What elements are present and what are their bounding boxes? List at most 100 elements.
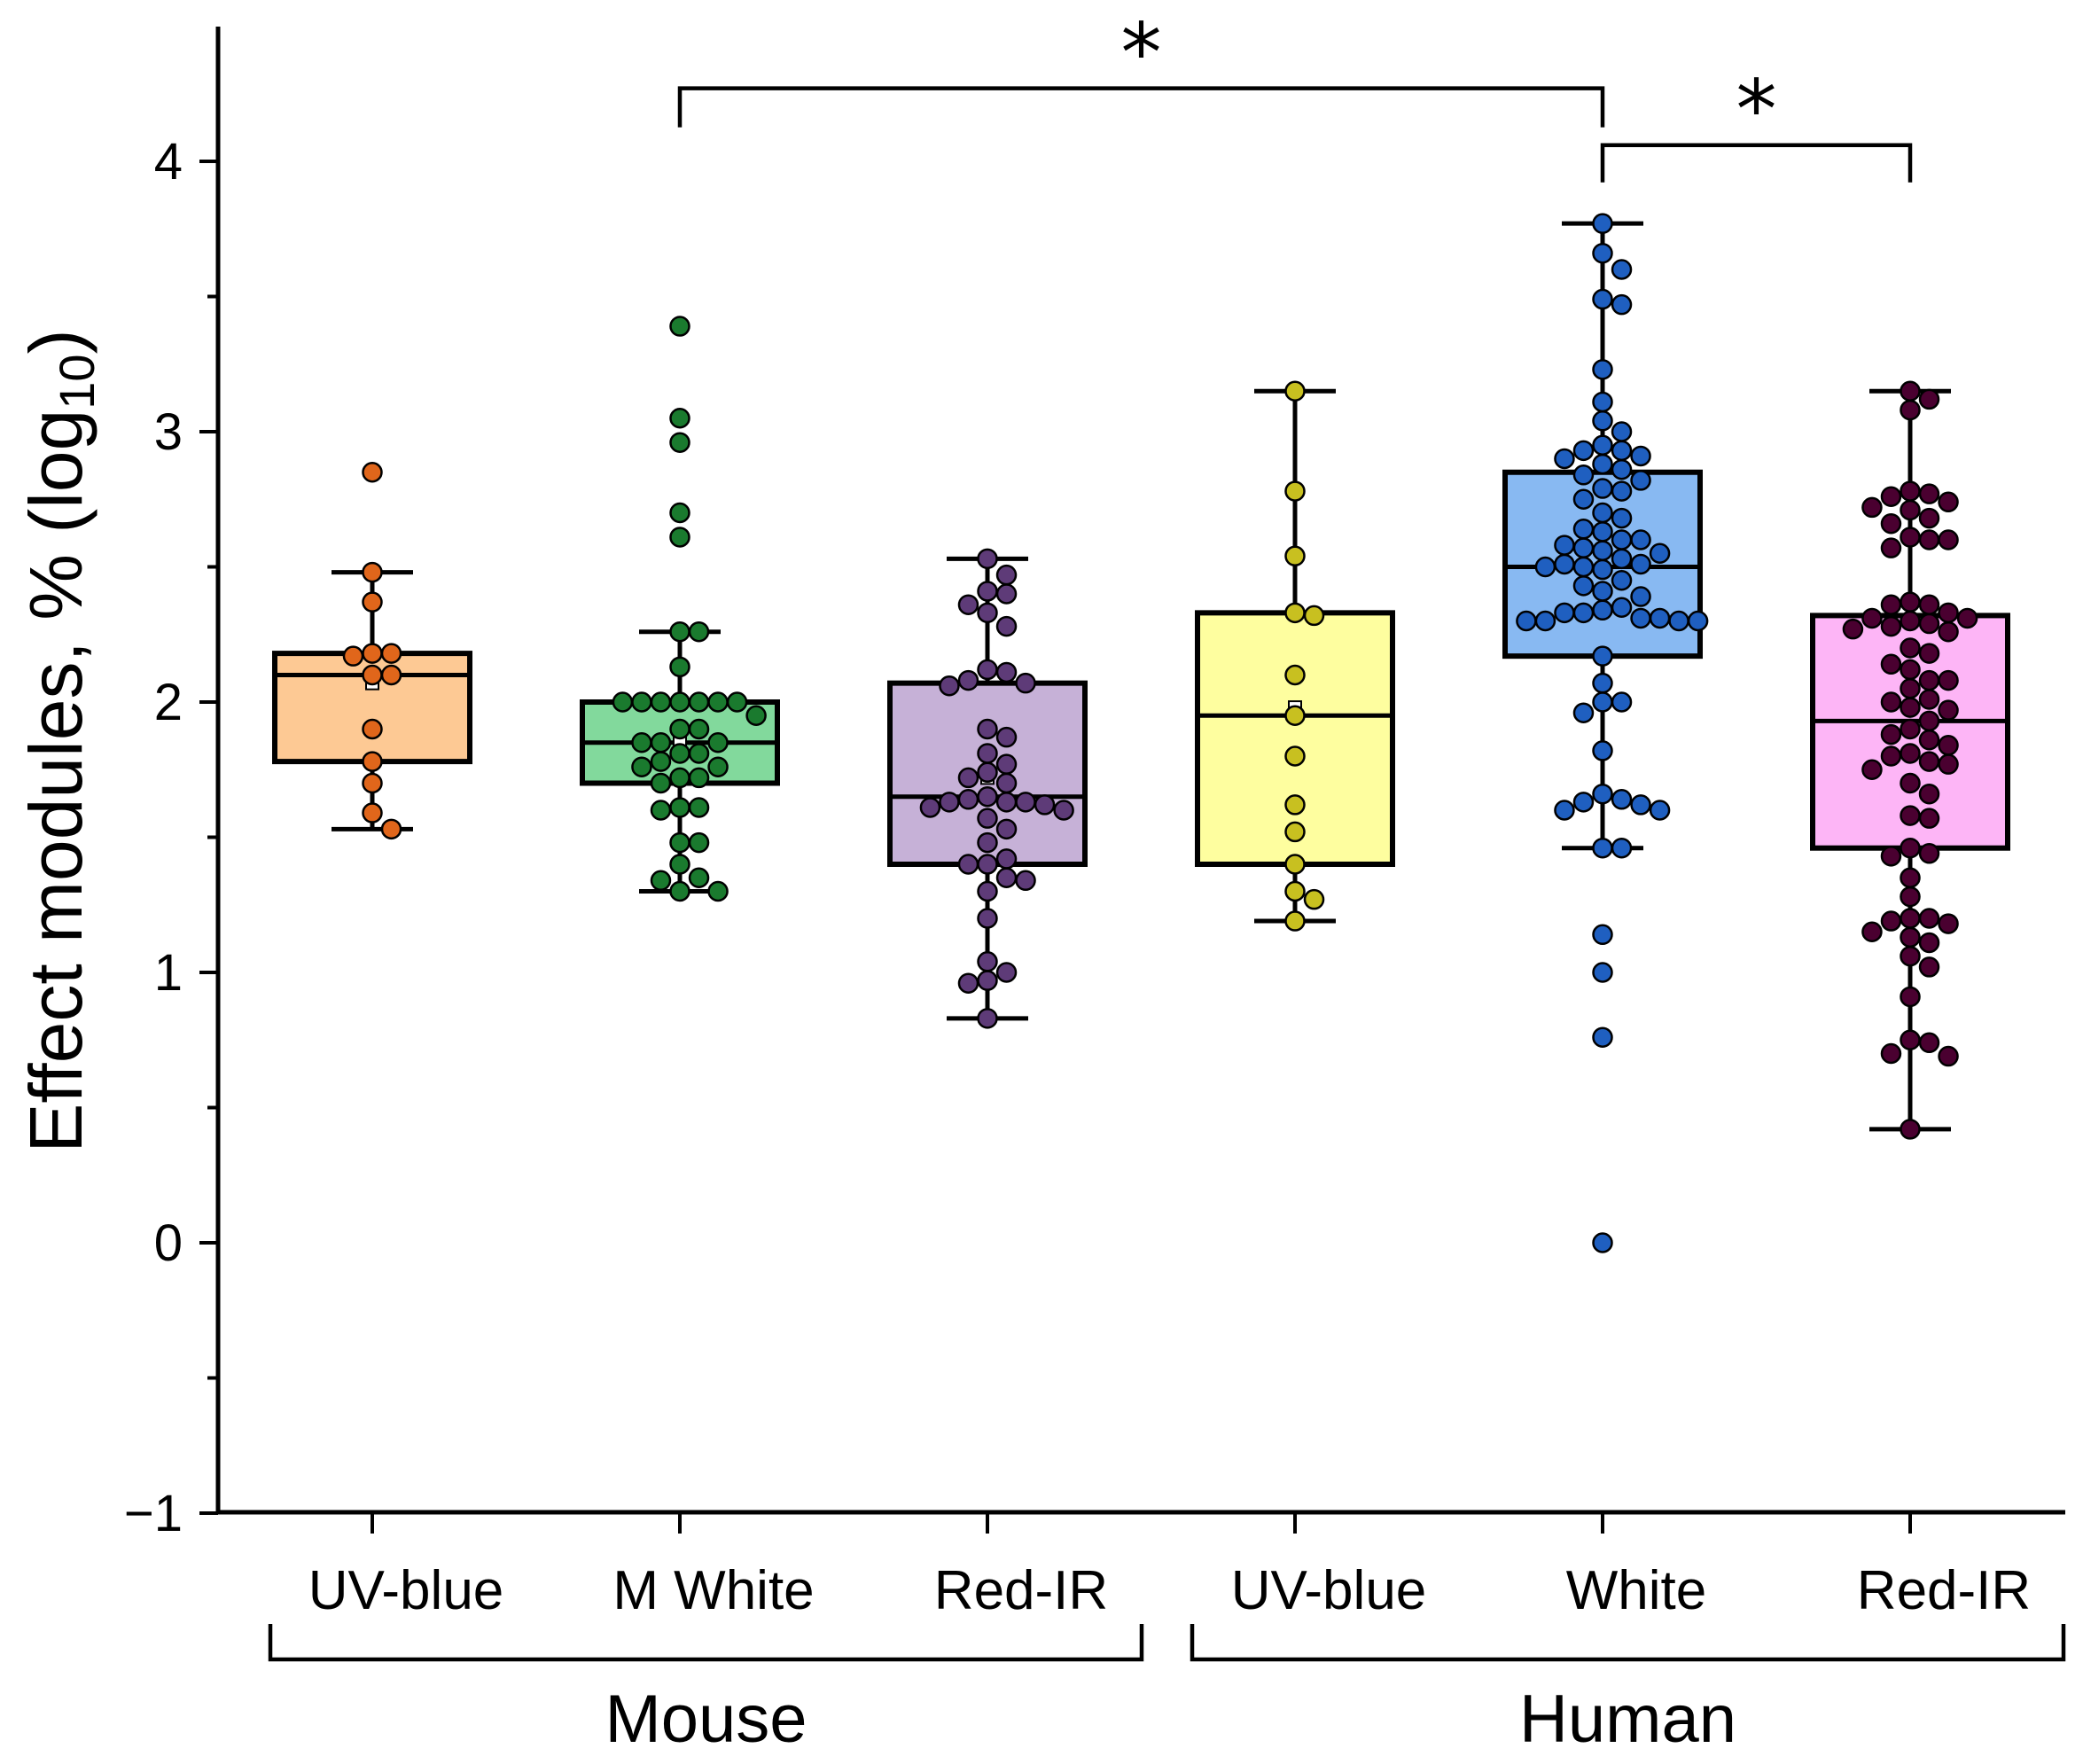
data-point	[1592, 1232, 1613, 1253]
data-point	[1592, 521, 1613, 542]
data-point	[342, 645, 364, 667]
data-point	[362, 462, 383, 483]
data-point	[1592, 837, 1613, 859]
data-point	[1938, 491, 1959, 513]
data-point	[1938, 621, 1959, 643]
data-point	[995, 792, 1018, 813]
data-point	[1900, 380, 1921, 402]
data-point	[995, 564, 1018, 586]
data-point	[631, 732, 652, 753]
data-point	[1918, 388, 1940, 410]
data-point	[1284, 602, 1306, 624]
data-point	[1284, 854, 1306, 875]
data-point	[1900, 945, 1921, 967]
data-point	[1284, 664, 1306, 686]
data-point	[650, 691, 672, 713]
data-point	[669, 316, 690, 337]
data-point	[1900, 867, 1921, 888]
data-point	[1554, 800, 1575, 821]
group-label: Mouse	[605, 1682, 807, 1757]
data-point	[650, 800, 672, 821]
data-point	[995, 848, 1018, 870]
data-point	[977, 548, 998, 570]
data-point	[1630, 586, 1651, 607]
data-point	[957, 789, 979, 810]
data-point	[995, 753, 1018, 775]
data-point	[1861, 496, 1883, 519]
data-point	[650, 772, 672, 794]
data-point	[1900, 480, 1921, 502]
data-point	[995, 867, 1018, 888]
data-point	[977, 581, 998, 602]
data-point	[1880, 537, 1902, 558]
data-point	[1630, 553, 1651, 575]
y-tick-label: 1	[154, 944, 183, 1002]
y-tick-label: 4	[154, 133, 183, 191]
data-point	[1572, 602, 1595, 624]
data-point	[688, 831, 710, 854]
data-point	[688, 621, 710, 643]
data-point	[1649, 607, 1671, 629]
data-point	[380, 643, 402, 664]
data-point	[1649, 800, 1671, 821]
data-point	[1900, 499, 1921, 521]
data-point	[1284, 380, 1306, 402]
data-point	[1611, 458, 1633, 480]
data-point	[1880, 512, 1902, 535]
data-point	[1572, 488, 1595, 510]
data-point	[1918, 1032, 1940, 1054]
data-point	[669, 880, 690, 902]
data-point	[688, 867, 710, 888]
data-point	[977, 831, 998, 854]
data-points	[342, 213, 1978, 1253]
data-point	[1592, 288, 1613, 310]
data-point	[1900, 697, 1921, 718]
data-point	[1592, 1026, 1613, 1048]
data-point	[707, 880, 729, 902]
data-point	[1918, 483, 1940, 504]
points-series-1	[342, 462, 402, 840]
data-point	[1900, 527, 1921, 548]
data-point	[1015, 672, 1036, 694]
data-point	[957, 767, 979, 789]
data-point	[1918, 643, 1940, 664]
data-point	[1918, 751, 1940, 772]
data-point	[1611, 507, 1633, 529]
data-point	[1938, 913, 1959, 934]
data-point	[1918, 783, 1940, 805]
data-point	[1592, 410, 1613, 432]
data-point	[977, 970, 998, 991]
data-point	[1611, 837, 1633, 859]
data-point	[669, 854, 690, 875]
data-point	[669, 527, 690, 548]
data-point	[1592, 478, 1613, 499]
data-point	[1880, 745, 1902, 767]
data-point	[1880, 486, 1902, 507]
data-point	[1938, 1045, 1959, 1067]
data-point	[707, 691, 729, 713]
data-point	[669, 502, 690, 524]
data-point	[1015, 792, 1036, 813]
points-series-5	[1516, 213, 1709, 1253]
data-point	[977, 659, 998, 681]
box-series	[272, 221, 2010, 1132]
data-point	[1630, 445, 1651, 467]
data-point	[1918, 613, 1940, 635]
significance-brackets: **	[677, 6, 1913, 183]
data-point	[977, 854, 998, 875]
data-point	[1861, 759, 1883, 780]
data-point	[631, 756, 652, 777]
data-point	[1900, 886, 1921, 908]
data-point	[977, 880, 998, 902]
data-point	[1630, 794, 1651, 816]
data-point	[1284, 705, 1306, 726]
data-point	[669, 621, 690, 643]
category-label: Red-IR	[1857, 1560, 2031, 1621]
data-point	[1592, 453, 1613, 475]
data-point	[669, 797, 690, 818]
points-series-3	[919, 548, 1074, 1029]
data-point	[1938, 669, 1959, 691]
data-point	[1611, 570, 1633, 591]
data-point	[1938, 753, 1959, 775]
y-tick-label: 3	[154, 403, 183, 461]
